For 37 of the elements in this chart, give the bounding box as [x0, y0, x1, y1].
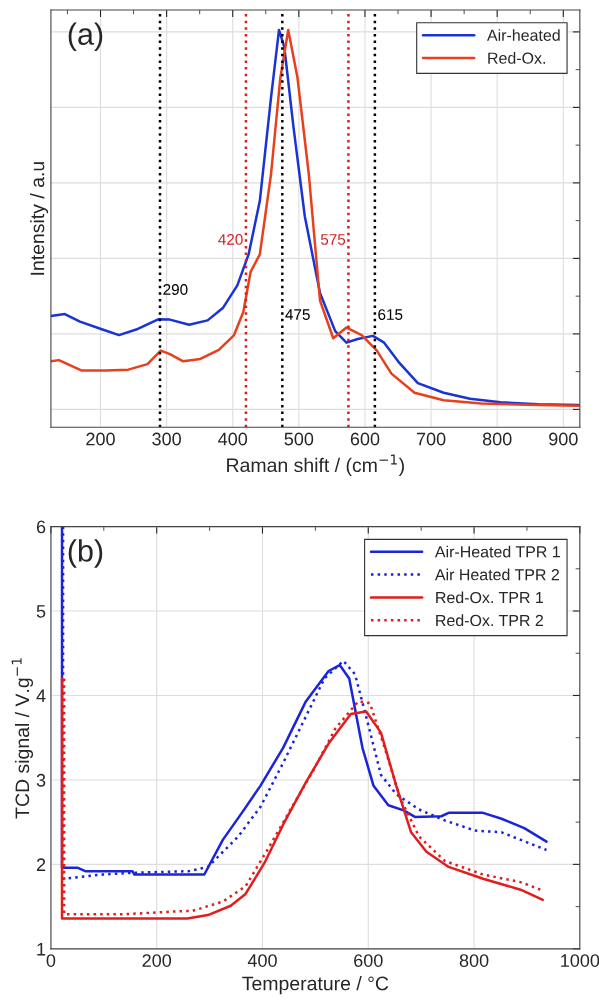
legend-label: Air Heated TPR 2	[434, 568, 559, 581]
x-tick-label: 200	[86, 432, 115, 446]
x-tick-label: 600	[350, 432, 380, 446]
y-tick-label: 2	[36, 858, 46, 871]
x-tick-label: 400	[218, 432, 248, 446]
legend-label: Air-heated	[487, 29, 560, 41]
x-axis-title: Temperature / °C	[242, 976, 389, 995]
x-tick-label: 300	[152, 432, 181, 446]
ref-line-label: 420	[218, 234, 243, 245]
ref-line-label: 575	[320, 234, 346, 245]
legend-label: Air-Heated TPR 1	[434, 545, 560, 558]
y-tick-label: 5	[36, 605, 46, 618]
y-tick-label: 6	[36, 520, 46, 534]
y-tick-label: 3	[36, 773, 46, 787]
x-tick-label: 700	[416, 432, 446, 446]
annotation: (a)	[68, 22, 103, 52]
y-tick-label: 1	[37, 942, 46, 956]
x-tick-label: 800	[482, 432, 512, 446]
x-tick-label: 800	[459, 954, 489, 967]
x-tick-label: 400	[247, 954, 277, 967]
y-axis-title: TCD signal / V.g$^{−1}$	[11, 658, 34, 819]
ref-line-label: 475	[285, 309, 310, 320]
ref-line-label: 290	[163, 284, 188, 295]
legend-label: Red-Ox. TPR 2	[436, 614, 543, 627]
y-tick-label: 4	[36, 689, 46, 703]
y-axis-title: Intensity / a.u	[30, 162, 49, 275]
x-tick-label: 200	[142, 954, 172, 967]
ref-line-label: 615	[378, 309, 403, 320]
x-tick-label: 900	[549, 432, 578, 446]
x-tick-label: 600	[354, 954, 383, 967]
x-axis-title: Raman shift / (cm$^{−1}$)	[227, 454, 404, 476]
annotation: (b)	[68, 539, 103, 568]
x-tick-label: 0	[46, 954, 56, 967]
legend-label: Red-Ox. TPR 1	[436, 591, 544, 604]
x-tick-label: 500	[284, 432, 314, 446]
x-tick-label: 1000	[561, 954, 599, 967]
legend-label: Red-Ox.	[488, 52, 545, 64]
